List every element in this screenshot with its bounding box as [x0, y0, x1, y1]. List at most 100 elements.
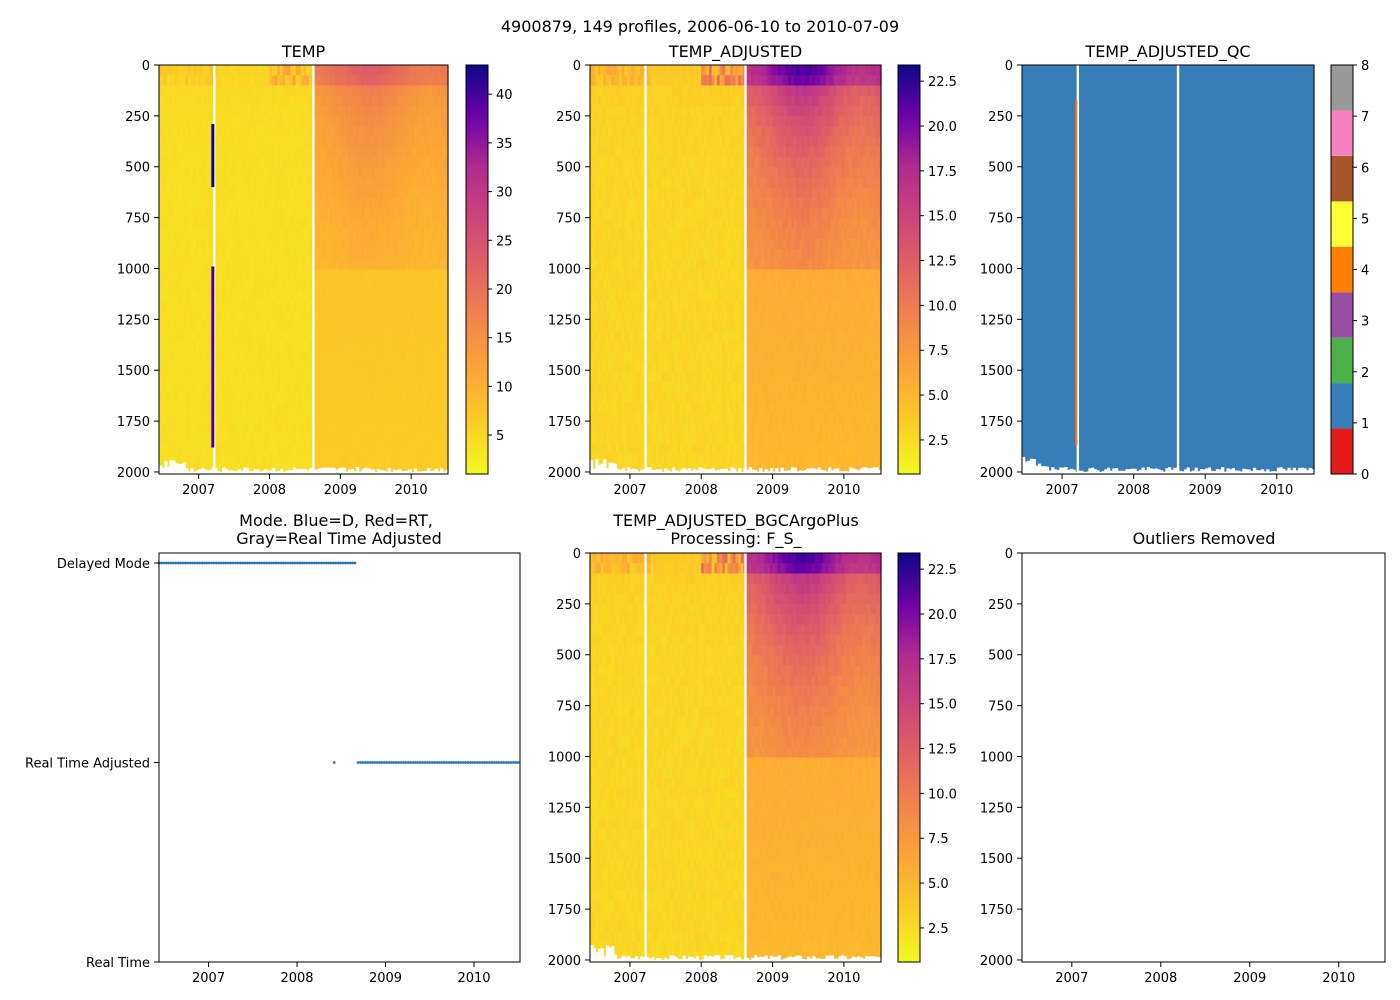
heatmap-cell — [177, 269, 181, 281]
heatmap-cell — [292, 453, 297, 465]
heatmap-cell — [235, 402, 239, 414]
heatmap-cell — [198, 341, 202, 352]
heatmap-cell — [256, 422, 260, 434]
heatmap-cell — [243, 341, 247, 352]
heatmap-cell — [193, 443, 197, 455]
heatmap-cell — [206, 412, 210, 424]
heatmap-cell — [185, 136, 189, 148]
heatmap-cell — [187, 157, 192, 168]
heatmap-cell — [164, 157, 168, 168]
heatmap-cell — [261, 249, 265, 260]
heatmap-cell — [298, 341, 302, 352]
heatmap-cell — [292, 351, 297, 363]
heatmap-cell — [216, 453, 221, 465]
heatmap-cell — [198, 95, 202, 107]
heatmap-cell — [258, 208, 263, 219]
heatmap-cell — [295, 341, 299, 352]
heatmap-cell — [256, 85, 260, 97]
heatmap-cell — [290, 381, 294, 393]
heatmap-cell — [274, 453, 278, 465]
heatmap-cell — [159, 65, 163, 76]
heatmap-cell — [258, 269, 263, 281]
x-tick-label: 2008 — [253, 483, 286, 498]
heatmap-cell — [266, 116, 270, 127]
heatmap-cell — [287, 259, 291, 271]
heatmap-cell — [172, 65, 176, 76]
heatmap-cell — [177, 146, 181, 158]
heatmap-cell — [187, 341, 192, 352]
heatmap-cell — [208, 65, 213, 76]
heatmap-cell — [261, 361, 265, 373]
heatmap-cell — [169, 279, 173, 291]
heatmap-cell — [232, 95, 236, 107]
heatmap-cell — [166, 116, 171, 127]
heatmap-cell — [240, 371, 244, 383]
heatmap-cell — [182, 85, 186, 97]
heatmap-cell — [243, 85, 247, 97]
heatmap-cell — [203, 381, 207, 393]
heatmap-cell — [248, 289, 252, 301]
heatmap-cell — [185, 412, 189, 424]
heatmap-cell — [206, 453, 210, 465]
heatmap-cell — [159, 289, 163, 301]
heatmap-cell — [256, 197, 260, 209]
heatmap-cell — [229, 392, 234, 404]
heatmap-cell — [287, 136, 291, 148]
heatmap-cell — [172, 341, 176, 352]
heatmap-cell — [164, 95, 168, 107]
heatmap-cell — [277, 249, 281, 260]
heatmap-cell — [290, 310, 294, 322]
heatmap-cell — [203, 402, 207, 414]
heatmap-cell — [187, 208, 192, 219]
heatmap-cell — [277, 443, 281, 455]
heatmap-cell — [161, 412, 165, 424]
heatmap-cell — [224, 208, 228, 219]
heatmap-cell — [290, 269, 294, 281]
heatmap-cell — [203, 208, 207, 219]
heatmap-cell — [227, 146, 231, 158]
heatmap-cell — [292, 249, 297, 260]
heatmap-cell — [201, 341, 205, 352]
heatmap-cell — [219, 85, 223, 97]
heatmap-cell — [177, 361, 181, 373]
heatmap-cell — [187, 463, 192, 475]
heatmap-cell — [206, 197, 210, 209]
heatmap-cell — [182, 177, 186, 189]
heatmap-cell — [287, 289, 291, 301]
heatmap-cell — [256, 167, 260, 179]
heatmap-cell — [172, 136, 176, 148]
heatmap-cell — [240, 187, 244, 199]
heatmap-cell — [185, 443, 189, 455]
heatmap-cell — [222, 75, 226, 87]
heatmap-cell — [250, 341, 255, 352]
heatmap-cell — [282, 75, 286, 87]
heatmap-cell — [208, 289, 213, 301]
heatmap-cell — [166, 157, 171, 168]
heatmap-cell — [287, 187, 291, 199]
heatmap-cell — [219, 65, 223, 76]
heatmap-cell — [240, 105, 244, 117]
heatmap-cell — [180, 177, 184, 189]
heatmap-cell — [300, 208, 305, 219]
heatmap-cell — [274, 259, 278, 271]
plot-area: 2007 2008 2009 2010025050075010001250150017… — [117, 59, 513, 498]
heatmap-cell — [274, 463, 278, 475]
heatmap-cell — [285, 392, 289, 404]
heatmap-cell — [203, 105, 207, 117]
heatmap-cell — [303, 126, 307, 138]
heatmap-cell — [237, 330, 242, 342]
heatmap-cell — [303, 330, 307, 342]
heatmap-cell — [232, 310, 236, 322]
heatmap-cell — [269, 228, 273, 240]
heatmap-cell — [237, 238, 242, 250]
heatmap-cell — [224, 105, 228, 117]
heatmap-cell — [172, 218, 176, 230]
heatmap-cell — [298, 402, 302, 414]
heatmap-cell — [193, 65, 197, 76]
heatmap-cell — [258, 238, 263, 250]
heatmap-cell — [235, 463, 239, 475]
heatmap-cell — [279, 361, 284, 373]
heatmap-cell — [303, 341, 307, 352]
y-tick-label: 1250 — [117, 313, 150, 328]
heatmap-cell — [240, 289, 244, 301]
